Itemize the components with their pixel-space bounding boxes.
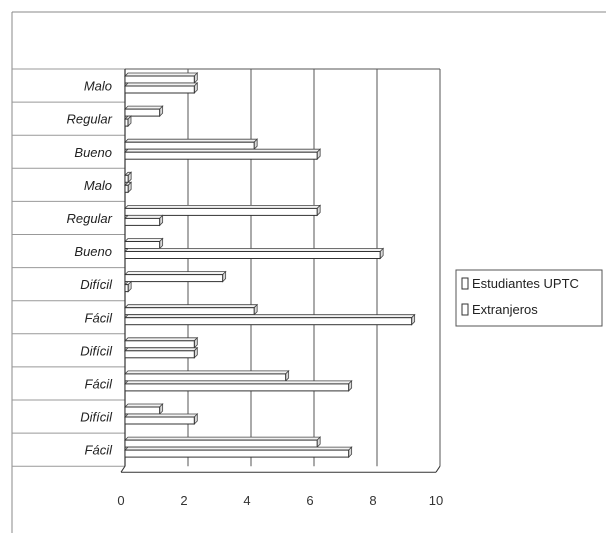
bar-front-face bbox=[124, 416, 195, 425]
category-label: Malo bbox=[84, 178, 112, 193]
category-label: Regular bbox=[66, 211, 112, 226]
category-label: Fácil bbox=[85, 443, 114, 458]
bar-front-face bbox=[124, 151, 318, 160]
bar-front-face bbox=[124, 373, 287, 382]
bar-front-face bbox=[124, 439, 318, 448]
bar-front-face bbox=[124, 241, 161, 249]
x-tick-label: 2 bbox=[180, 493, 187, 508]
bar-front-face bbox=[124, 449, 350, 458]
bar-front-face bbox=[124, 317, 413, 326]
bar-front-face bbox=[124, 340, 195, 349]
bar-front-face bbox=[124, 406, 161, 415]
bar-extranjeros bbox=[124, 214, 164, 227]
category-labels: Malo Regular Bueno Malo Regular Bueno Difícil F… bbox=[66, 79, 113, 458]
category-label: Difícil bbox=[80, 343, 113, 358]
bar-front-face bbox=[124, 251, 381, 259]
bar-front-face bbox=[124, 75, 195, 84]
bar-estudiantes bbox=[124, 369, 290, 382]
bar-front-face bbox=[124, 217, 161, 226]
category-label: Difícil bbox=[80, 410, 113, 425]
bar-front-face bbox=[124, 174, 129, 183]
bar-front-face bbox=[124, 383, 350, 392]
bar-front-face bbox=[124, 108, 161, 117]
bar-extranjeros bbox=[124, 313, 416, 326]
floor-edge-right bbox=[435, 465, 441, 473]
bar-extranjeros bbox=[124, 247, 385, 260]
bar-front-face bbox=[124, 207, 318, 216]
bar-front-face bbox=[124, 284, 129, 293]
x-tick-label: 0 bbox=[117, 493, 124, 508]
bar-estudiantes bbox=[124, 436, 322, 449]
x-tick-label: 6 bbox=[306, 493, 313, 508]
bar-estudiantes bbox=[124, 204, 322, 217]
bar-front-face bbox=[124, 118, 129, 127]
category-label: Difícil bbox=[80, 277, 113, 292]
legend-label-extranjeros: Extranjeros bbox=[472, 302, 538, 317]
bar-front-face bbox=[124, 350, 195, 359]
bar-estudiantes bbox=[124, 270, 227, 283]
bar-extranjeros bbox=[124, 413, 199, 425]
x-tick-label: 8 bbox=[369, 493, 376, 508]
category-label: Bueno bbox=[74, 145, 112, 160]
category-label: Regular bbox=[66, 112, 112, 127]
category-label: Fácil bbox=[85, 310, 114, 325]
category-label: Bueno bbox=[74, 244, 112, 259]
bar-extranjeros bbox=[124, 82, 199, 94]
bar-front-face bbox=[124, 307, 255, 316]
x-tick-labels: 0 2 4 6 8 10 bbox=[117, 493, 443, 508]
bar-estudiantes bbox=[124, 336, 199, 349]
bar-extranjeros bbox=[124, 148, 322, 161]
bar-extranjeros bbox=[124, 115, 132, 128]
legend-box bbox=[455, 269, 603, 327]
bar-extranjeros bbox=[124, 379, 353, 392]
bar-estudiantes bbox=[124, 303, 259, 316]
legend-swatch-extranjeros bbox=[461, 303, 469, 316]
bar-extranjeros bbox=[124, 181, 133, 194]
bar-extranjeros bbox=[124, 346, 199, 359]
legend-swatch-estudiantes bbox=[461, 277, 469, 290]
bar-extranjeros bbox=[124, 280, 133, 293]
bar-estudiantes bbox=[124, 403, 164, 415]
bars bbox=[124, 72, 416, 459]
bar-front-face bbox=[124, 274, 224, 283]
bar-front-face bbox=[124, 85, 195, 94]
bar-estudiantes bbox=[124, 105, 164, 118]
category-label: Malo bbox=[84, 79, 112, 94]
bar-estudiantes bbox=[124, 171, 133, 184]
bar-extranjeros bbox=[124, 446, 353, 459]
bar-estudiantes bbox=[124, 237, 164, 250]
x-tick-label: 4 bbox=[243, 493, 250, 508]
legend: Estudiantes UPTC Extranjeros bbox=[455, 269, 603, 327]
gridlines bbox=[11, 11, 606, 533]
floor-edge-left bbox=[120, 465, 126, 473]
bar-front-face bbox=[124, 141, 255, 150]
category-label: Fácil bbox=[85, 376, 114, 391]
legend-label-estudiantes: Estudiantes UPTC bbox=[472, 276, 579, 291]
bar-estudiantes bbox=[124, 138, 259, 151]
x-tick-label: 10 bbox=[429, 493, 443, 508]
bar-front-face bbox=[124, 184, 129, 193]
bar-estudiantes bbox=[124, 72, 199, 84]
